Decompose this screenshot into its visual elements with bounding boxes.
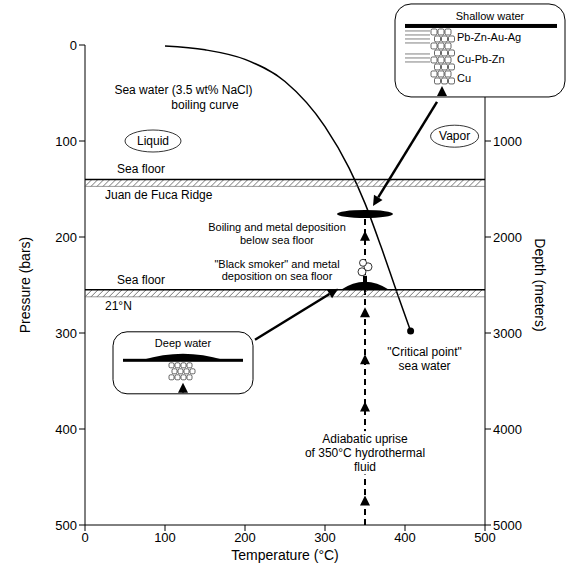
svg-text:Depth (meters): Depth (meters) — [532, 238, 548, 331]
svg-text:Pressure (bars): Pressure (bars) — [17, 237, 33, 333]
svg-text:200: 200 — [234, 530, 256, 545]
svg-text:Sea floor: Sea floor — [117, 162, 165, 176]
svg-text:Vapor: Vapor — [439, 129, 470, 143]
svg-text:of 350°C hydrothermal: of 350°C hydrothermal — [305, 446, 425, 460]
svg-text:300: 300 — [314, 530, 336, 545]
svg-text:sea water: sea water — [399, 359, 451, 373]
svg-text:boiling curve: boiling curve — [171, 98, 239, 112]
svg-text:fluid: fluid — [354, 460, 376, 474]
svg-text:Sea water (3.5 wt% NaCl): Sea water (3.5 wt% NaCl) — [114, 83, 252, 97]
svg-text:100: 100 — [154, 530, 176, 545]
svg-text:Deep water: Deep water — [155, 337, 212, 349]
svg-text:Juan de Fuca Ridge: Juan de Fuca Ridge — [105, 188, 213, 202]
svg-text:Liquid: Liquid — [137, 134, 169, 148]
svg-text:500: 500 — [474, 530, 496, 546]
svg-text:5000: 5000 — [493, 518, 522, 533]
svg-text:Shallow water: Shallow water — [456, 10, 525, 22]
svg-text:0: 0 — [81, 530, 88, 545]
svg-text:300: 300 — [55, 326, 77, 341]
svg-text:Sea floor: Sea floor — [117, 273, 165, 287]
svg-text:Adiabatic uprise: Adiabatic uprise — [322, 432, 408, 446]
svg-text:1000: 1000 — [493, 134, 522, 149]
svg-text:Temperature (°C): Temperature (°C) — [231, 547, 339, 563]
svg-text:Boiling and metal deposition: Boiling and metal deposition — [208, 221, 346, 233]
svg-text:4000: 4000 — [493, 422, 522, 437]
svg-text:2000: 2000 — [493, 230, 522, 245]
svg-text:400: 400 — [55, 422, 77, 437]
svg-text:200: 200 — [55, 230, 77, 245]
svg-text:"Black smoker" and metal: "Black smoker" and metal — [214, 258, 339, 270]
svg-text:21°N: 21°N — [105, 299, 132, 313]
svg-text:400: 400 — [394, 530, 416, 545]
svg-text:"Critical point": "Critical point" — [387, 345, 462, 359]
svg-text:Cu-Pb-Zn: Cu-Pb-Zn — [457, 53, 505, 65]
svg-text:Pb-Zn-Au-Ag: Pb-Zn-Au-Ag — [457, 31, 521, 43]
svg-text:500: 500 — [55, 518, 77, 533]
svg-text:0: 0 — [70, 38, 77, 53]
svg-text:below sea floor: below sea floor — [240, 234, 314, 246]
svg-text:deposition on sea floor: deposition on sea floor — [222, 270, 333, 282]
svg-text:3000: 3000 — [493, 326, 522, 341]
svg-text:Cu: Cu — [457, 72, 471, 84]
svg-text:100: 100 — [55, 134, 77, 149]
